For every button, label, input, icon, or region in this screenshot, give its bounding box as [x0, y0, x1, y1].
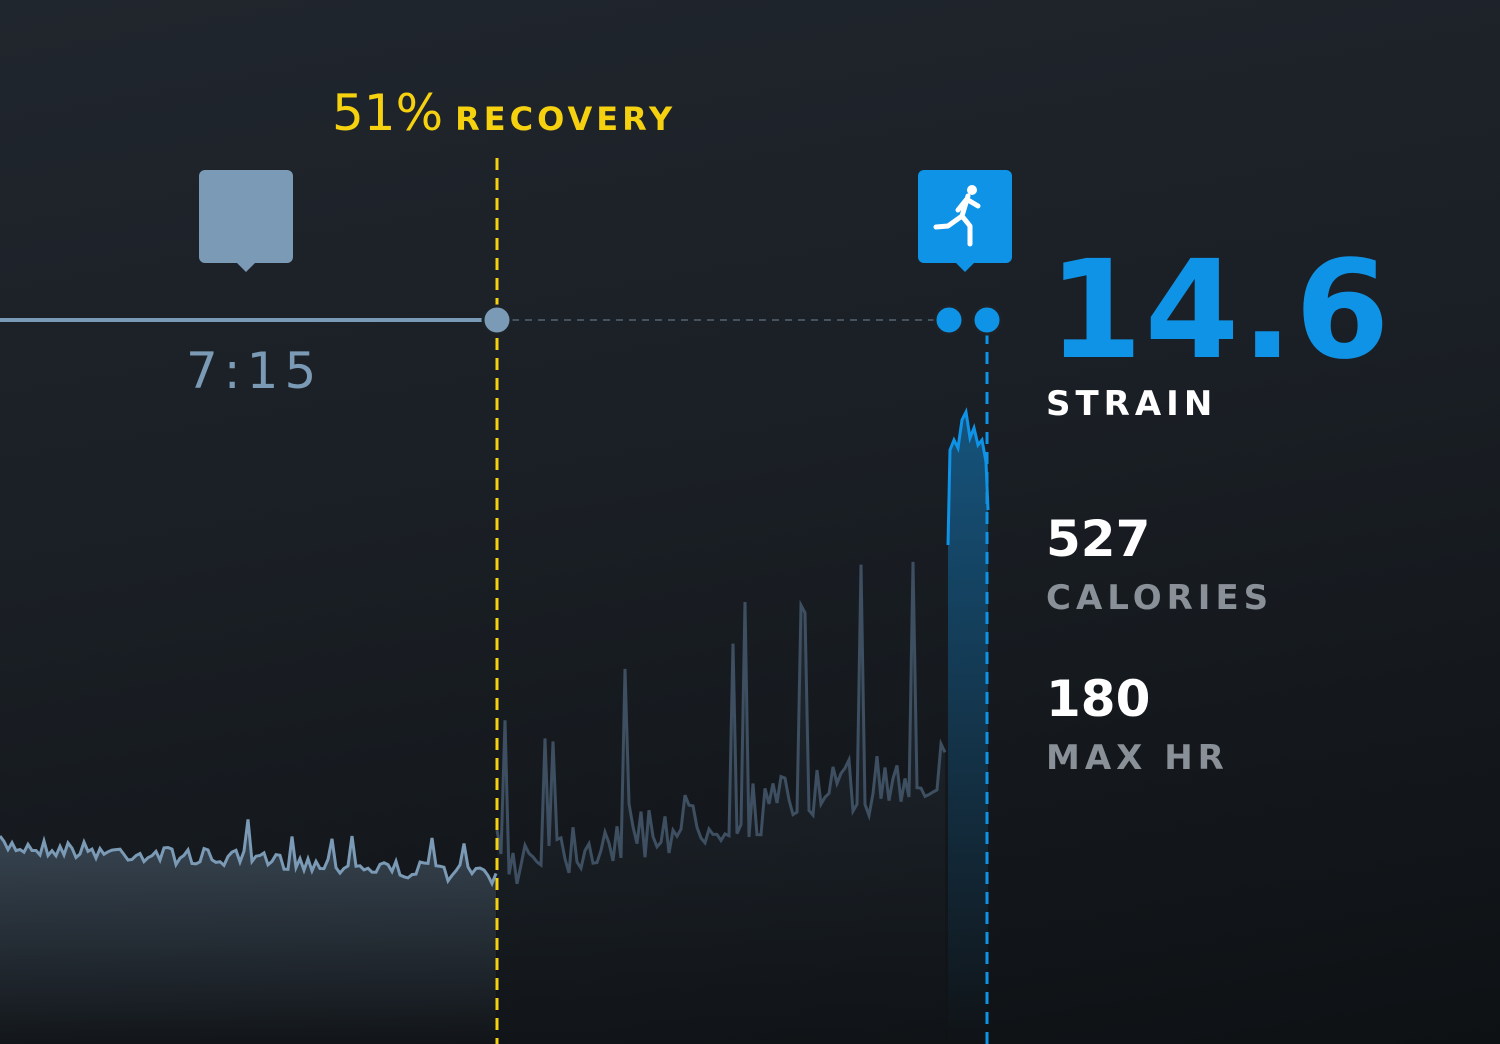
sleep-hr-area — [0, 819, 496, 1044]
workout-hr-area — [948, 412, 988, 1044]
calories-label: CALORIES — [1046, 578, 1274, 618]
running-icon — [933, 185, 981, 247]
recovery-text: RECOVERY — [455, 100, 677, 138]
workout-start-point[interactable] — [933, 304, 965, 336]
sleep-duration: 7:15 — [186, 342, 323, 400]
sleep-hr-line — [0, 819, 498, 888]
moon-icon — [221, 202, 259, 242]
strain-value: 14.6 — [1048, 232, 1392, 390]
wake-point[interactable] — [481, 304, 513, 336]
recovery-percent: 51% — [332, 84, 444, 142]
activity-marker[interactable] — [918, 170, 1012, 272]
calories-value: 527 — [1046, 510, 1151, 568]
strain-label: STRAIN — [1046, 384, 1218, 424]
workout-end-point[interactable] — [971, 304, 1003, 336]
recovery-label: 51% RECOVERY — [332, 84, 676, 142]
day-hr-area — [497, 561, 945, 1044]
day-hr-line — [495, 561, 947, 885]
sleep-marker[interactable] — [199, 170, 293, 272]
workout-hr-line — [946, 407, 990, 546]
max-hr-value: 180 — [1046, 670, 1151, 728]
max-hr-label: MAX HR — [1046, 738, 1229, 778]
